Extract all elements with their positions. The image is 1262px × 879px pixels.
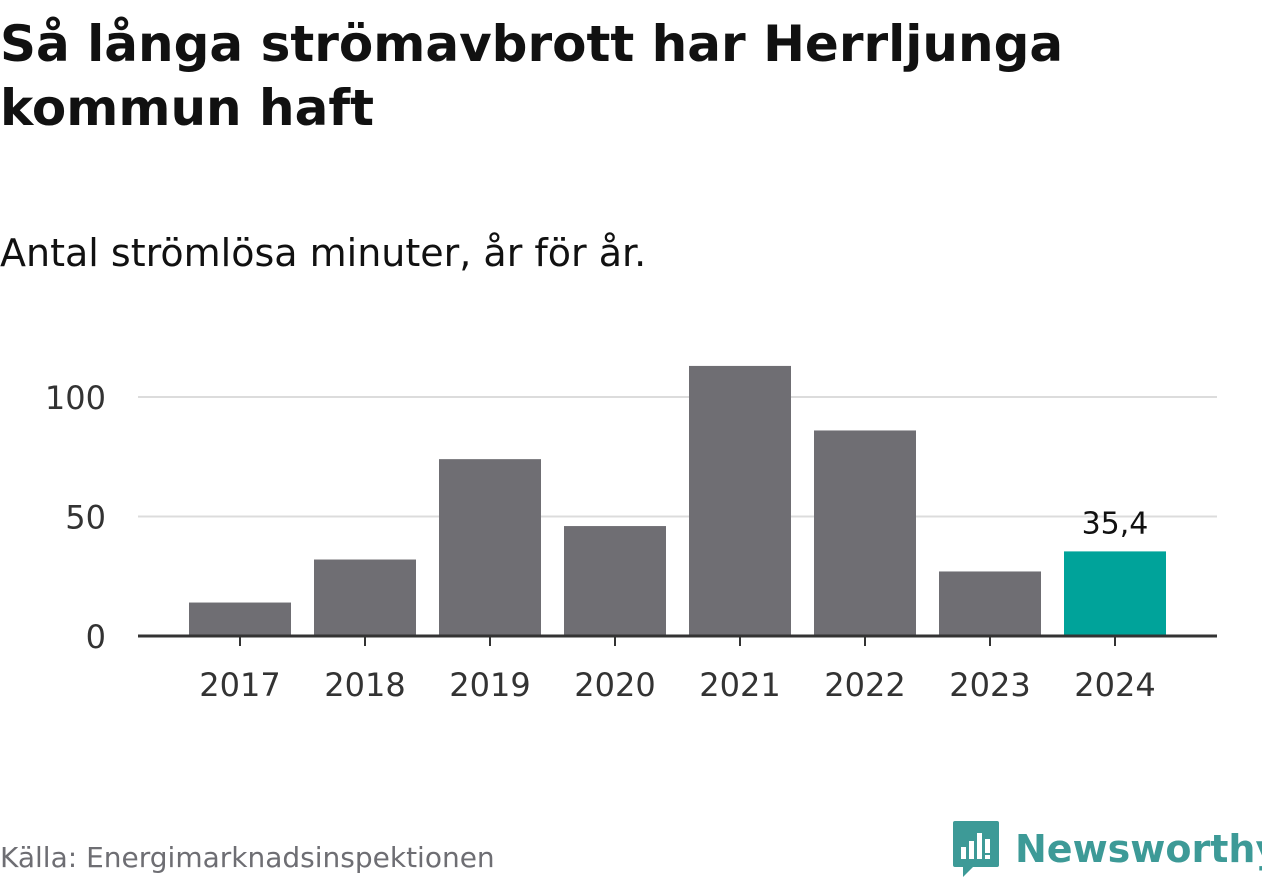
brand: Newsworthy bbox=[951, 818, 1262, 879]
bar-2017 bbox=[189, 602, 291, 636]
data-label-2024: 35,4 bbox=[1082, 506, 1149, 541]
bars bbox=[189, 365, 1166, 636]
y-tick-label: 0 bbox=[86, 618, 106, 656]
x-tick-label-2022: 2022 bbox=[824, 666, 905, 704]
x-tick-label-2024: 2024 bbox=[1074, 666, 1155, 704]
bar-2021 bbox=[689, 365, 791, 636]
y-tick-label: 50 bbox=[65, 499, 106, 537]
bar-2020 bbox=[564, 526, 666, 636]
source-note: Källa: Energimarknadsinspektionen bbox=[0, 841, 495, 874]
bar-2018 bbox=[314, 559, 416, 636]
bar-2022 bbox=[814, 430, 916, 636]
chart-subtitle: Antal strömlösa minuter, år för år. bbox=[0, 231, 647, 275]
newsworthy-logo-icon bbox=[953, 821, 999, 877]
x-tick-label-2021: 2021 bbox=[699, 666, 780, 704]
labels: 0 50 100 2017 2018 2019 2020 2021 2022 2023 2024 35… bbox=[45, 379, 1156, 704]
x-tick-label-2023: 2023 bbox=[949, 666, 1030, 704]
x-tick-label-2017: 2017 bbox=[199, 666, 280, 704]
brand-name: Newsworthy bbox=[1015, 827, 1262, 871]
y-tick-label: 100 bbox=[45, 379, 106, 417]
bar-2024 bbox=[1064, 551, 1166, 636]
grid-lines bbox=[138, 396, 1217, 518]
x-tick-label-2019: 2019 bbox=[449, 666, 530, 704]
x-tick-label-2018: 2018 bbox=[324, 666, 405, 704]
bar-2019 bbox=[439, 459, 541, 636]
x-axis bbox=[138, 634, 1217, 646]
x-tick-label-2020: 2020 bbox=[574, 666, 655, 704]
chart-title: Så långa strömavbrott har Herrljunga kom… bbox=[0, 15, 1064, 137]
bar-2023 bbox=[939, 571, 1041, 636]
